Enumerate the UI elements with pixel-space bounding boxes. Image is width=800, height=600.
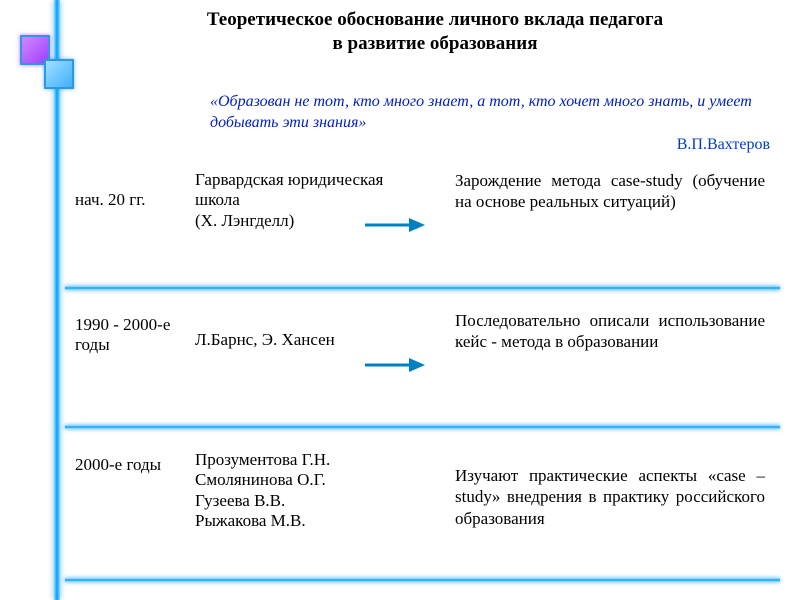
arrow-icon (365, 218, 425, 232)
timeline-row-3: 2000-е годы Прозументова Г.Н.Смолянинова… (75, 450, 775, 570)
period-label: 2000-е годы (75, 455, 185, 475)
epigraph-quote: «Образован не тот, кто много знает, а то… (210, 92, 770, 134)
epigraph-author: В.П.Вахтеров (210, 136, 770, 154)
title-line1: Теоретическое обоснование личного вклада… (207, 9, 663, 30)
mid-text: Л.Барнс, Э. Хансен (195, 330, 395, 350)
title-line2: в развитие образования (333, 33, 538, 54)
period-label: 1990 - 2000-е годы (75, 315, 185, 356)
separator-2 (65, 425, 780, 429)
slide-title: Теоретическое обоснование личного вклада… (90, 8, 780, 56)
separator-3 (65, 578, 780, 582)
logo-squares (20, 35, 78, 93)
right-text: Последовательно описали использование ке… (455, 310, 765, 353)
timeline-row-1: нач. 20 гг. Гарвардская юридическая школ… (75, 170, 775, 280)
right-text: Зарождение метода case-study (обучение н… (455, 170, 765, 213)
right-text: Изучают практические аспекты «case – stu… (455, 465, 765, 529)
timeline-row-2: 1990 - 2000-е годы Л.Барнс, Э. Хансен По… (75, 310, 775, 420)
period-label: нач. 20 гг. (75, 190, 185, 210)
mid-text: Прозументова Г.Н.Смолянинова О.Г.Гузеева… (195, 450, 395, 532)
arrow-icon (365, 358, 425, 372)
separator-1 (65, 286, 780, 290)
